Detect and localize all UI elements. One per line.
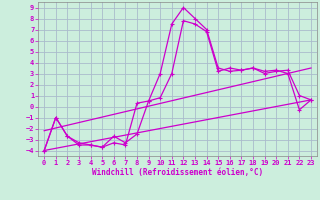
X-axis label: Windchill (Refroidissement éolien,°C): Windchill (Refroidissement éolien,°C) <box>92 168 263 177</box>
